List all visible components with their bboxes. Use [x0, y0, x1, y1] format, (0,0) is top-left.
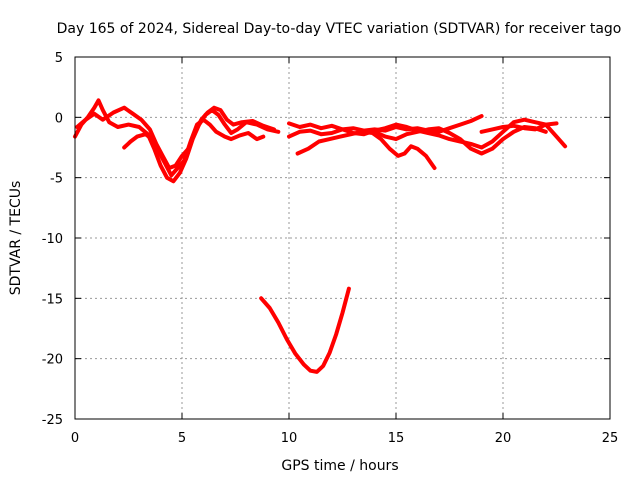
- series-track-h: [479, 121, 559, 134]
- x-axis-label: GPS time / hours: [281, 458, 398, 474]
- chart-title: Day 165 of 2024, Sidereal Day-to-day VTE…: [57, 21, 622, 37]
- y-tick-label: -15: [42, 292, 63, 307]
- y-tick-label: 0: [55, 111, 63, 126]
- y-tick-label: 5: [55, 51, 63, 66]
- grid-lines: [75, 57, 610, 419]
- y-tick-label: -10: [42, 232, 63, 247]
- series-track-i: [259, 286, 351, 374]
- series-track-c: [122, 117, 266, 178]
- y-tick-label: -20: [42, 353, 63, 368]
- x-tick-label: 15: [388, 431, 405, 446]
- series-track-e: [287, 117, 568, 150]
- series-track-d: [287, 114, 484, 134]
- series-track-b: [75, 105, 276, 170]
- y-axis-label: SDTVAR / TECUs: [8, 181, 24, 296]
- x-tick-label: 0: [71, 431, 79, 446]
- y-tick-label: -5: [50, 172, 63, 187]
- x-tick-label: 10: [281, 431, 298, 446]
- series-track-a: [73, 98, 281, 184]
- y-tick-label: -25: [42, 413, 63, 428]
- series-track-g: [372, 125, 548, 156]
- series-layer: [73, 98, 568, 374]
- x-tick-label: 20: [495, 431, 512, 446]
- series-track-f: [295, 129, 437, 170]
- x-tick-label: 5: [178, 431, 186, 446]
- x-tick-label: 25: [602, 431, 619, 446]
- axis-ticks: 0 5 10 15 20 25 5 0 -5 -10 -15 -20 -25: [42, 51, 619, 446]
